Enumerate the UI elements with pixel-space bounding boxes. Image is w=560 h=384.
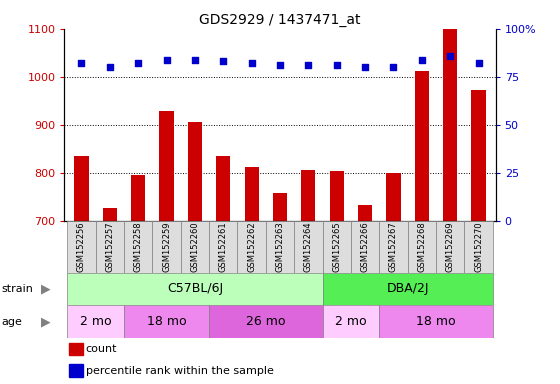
Bar (67, 221, 96, 273)
Point (77, 60, 86, 66)
Text: GSM152270: GSM152270 (474, 222, 483, 272)
Bar (323, 305, 379, 338)
Point (361, 64, 370, 70)
Bar (415, 71, 429, 221)
Bar (67, 273, 323, 305)
Bar (188, 122, 202, 221)
Bar (472, 90, 486, 221)
Bar (69, 364, 83, 377)
Bar (301, 170, 315, 221)
Bar (74, 156, 88, 221)
Text: GSM152259: GSM152259 (162, 222, 171, 272)
Bar (323, 273, 493, 305)
Text: GSM152256: GSM152256 (77, 222, 86, 272)
Bar (124, 305, 209, 338)
Bar (152, 221, 181, 273)
Bar (245, 167, 259, 221)
Point (417, 56, 426, 63)
Bar (67, 305, 124, 338)
Point (134, 60, 143, 66)
Text: GSM152258: GSM152258 (134, 222, 143, 272)
Text: C57BL/6J: C57BL/6J (167, 283, 223, 295)
Point (105, 64, 114, 70)
Bar (266, 221, 294, 273)
Point (162, 56, 171, 63)
Point (474, 60, 483, 66)
Text: GSM152260: GSM152260 (190, 222, 199, 272)
Text: 18 mo: 18 mo (147, 315, 186, 328)
Point (389, 64, 398, 70)
Point (247, 60, 256, 66)
Bar (216, 156, 230, 221)
Text: 26 mo: 26 mo (246, 315, 286, 328)
Point (332, 62, 341, 68)
Text: GDS2929 / 1437471_at: GDS2929 / 1437471_at (199, 13, 361, 27)
Point (190, 56, 199, 63)
Bar (209, 221, 237, 273)
Text: 18 mo: 18 mo (416, 315, 456, 328)
Bar (124, 221, 152, 273)
Text: GSM152268: GSM152268 (417, 221, 426, 272)
Text: GSM152265: GSM152265 (332, 222, 341, 272)
Bar (330, 171, 344, 221)
Bar (464, 221, 493, 273)
Text: ▶: ▶ (41, 283, 50, 295)
Text: age: age (1, 316, 22, 327)
Text: percentile rank within the sample: percentile rank within the sample (86, 366, 273, 376)
Text: GSM152264: GSM152264 (304, 222, 313, 272)
Bar (131, 175, 145, 221)
Text: GSM152267: GSM152267 (389, 221, 398, 272)
Text: GSM152257: GSM152257 (105, 222, 114, 272)
Text: 2 mo: 2 mo (80, 315, 111, 328)
Text: GSM152269: GSM152269 (446, 222, 455, 272)
Bar (358, 205, 372, 221)
Bar (379, 221, 408, 273)
Bar (102, 208, 117, 221)
Text: strain: strain (1, 284, 33, 294)
Text: count: count (86, 344, 117, 354)
Bar (323, 221, 351, 273)
Text: DBA/2J: DBA/2J (386, 283, 429, 295)
Bar (96, 221, 124, 273)
Bar (237, 221, 266, 273)
Bar (351, 221, 379, 273)
Point (276, 62, 284, 68)
Bar (160, 111, 174, 221)
Text: GSM152263: GSM152263 (276, 221, 284, 272)
Bar (386, 173, 400, 221)
Bar (436, 221, 464, 273)
Text: 2 mo: 2 mo (335, 315, 367, 328)
Bar (294, 221, 323, 273)
Bar (443, 29, 458, 221)
Bar (69, 343, 83, 356)
Bar (408, 221, 436, 273)
Bar (273, 194, 287, 221)
Text: GSM152266: GSM152266 (361, 221, 370, 272)
Point (304, 62, 313, 68)
Bar (181, 221, 209, 273)
Bar (209, 305, 323, 338)
Text: GSM152262: GSM152262 (247, 222, 256, 272)
Point (219, 58, 228, 65)
Text: ▶: ▶ (41, 315, 50, 328)
Point (446, 53, 455, 59)
Bar (379, 305, 493, 338)
Text: GSM152261: GSM152261 (219, 222, 228, 272)
